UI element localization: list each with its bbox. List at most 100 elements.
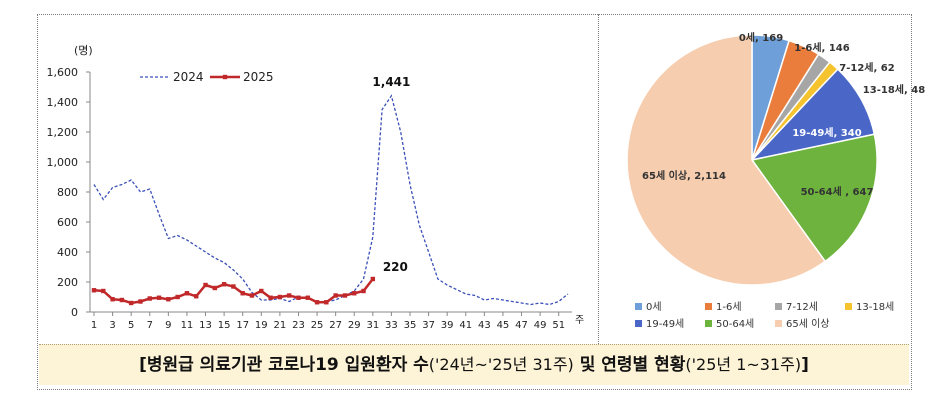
data-point-2025 [147, 296, 152, 301]
data-point-2025 [361, 288, 366, 294]
pie-slice [626, 34, 827, 286]
x-tick-label: 29 [348, 320, 361, 331]
legend-swatch [845, 303, 852, 310]
x-tick-label: 9 [165, 320, 171, 331]
caption-period-a: ('24년~'25년 31주) [428, 355, 574, 374]
legend-label: 1-6세 [716, 301, 742, 313]
x-tick-label: 39 [441, 320, 454, 331]
y-tick-label: 600 [57, 216, 78, 229]
legend-swatch [775, 320, 782, 327]
x-tick-label: 35 [404, 320, 417, 331]
legend-label: 7-12세 [786, 301, 818, 313]
legend-label-2024: 2024 [173, 70, 204, 84]
y-tick-label: 0 [71, 306, 78, 319]
data-point-2025 [240, 291, 245, 296]
x-tick-label: 25 [311, 320, 324, 331]
x-tick-label: 51 [552, 320, 565, 331]
data-point-2025 [91, 288, 97, 293]
x-tick-label: 41 [459, 320, 472, 331]
data-point-2025 [268, 295, 273, 300]
pie-data-label: 65세 이상, 2,114 [642, 169, 726, 182]
x-tick-label: 31 [366, 320, 379, 331]
pie-chart: 0세, 169 1-6세, 146 7-12세, 62 13-18세, 48 19-49… [626, 31, 925, 330]
pie-data-label: 7-12세, 62 [839, 61, 894, 74]
data-point-2025 [342, 293, 348, 298]
data-point-2025 [324, 300, 329, 305]
data-point-2025 [138, 299, 143, 304]
x-tick-label: 27 [329, 320, 342, 331]
x-tick-label: 7 [147, 320, 153, 331]
y-axis-label: (명) [74, 44, 93, 57]
x-tick-label: 5 [128, 320, 134, 331]
x-tick-label: 33 [385, 320, 398, 331]
caption-close: ] [801, 355, 809, 375]
y-tick-label: 200 [57, 276, 78, 289]
data-point-2025 [259, 288, 264, 294]
data-point-2025 [277, 294, 283, 300]
legend-marker-2025 [222, 74, 228, 80]
data-point-2025 [296, 295, 301, 300]
data-point-2025 [128, 300, 134, 306]
data-point-2025 [231, 284, 236, 289]
legend-swatch [635, 320, 642, 327]
legend-label: 50-64세 [716, 318, 754, 330]
y-tick-label: 1,400 [47, 96, 79, 109]
legend-swatch [705, 320, 712, 327]
data-point-2025 [333, 293, 338, 298]
data-point-2025 [166, 297, 171, 302]
y-tick-label: 800 [57, 186, 78, 199]
data-point-2025 [305, 295, 310, 300]
x-tick-label: 23 [292, 320, 305, 331]
x-axis-label: 주 [575, 315, 584, 326]
figure-caption: [병원급 의료기관 코로나19 입원환자 수('24년~'25년 31주) 및 … [39, 344, 909, 385]
legend-swatch [635, 303, 642, 310]
figure-frame [37, 14, 912, 390]
pie-data-label: 19-49세, 340 [792, 126, 861, 139]
data-point-2025 [119, 297, 125, 303]
y-tick-label: 1,000 [47, 156, 79, 169]
pie-data-label: 50-64세 , 647 [801, 185, 874, 198]
data-label: 220 [383, 260, 408, 274]
data-point-2025 [175, 294, 180, 300]
line-chart: (명) 주 02004006008001,0001,2001,4001,600 … [47, 44, 585, 331]
legend-label: 19-49세 [646, 318, 684, 330]
y-tick-label: 1,200 [47, 126, 79, 139]
data-point-2025 [352, 291, 357, 296]
y-tick-label: 400 [57, 246, 78, 259]
x-tick-label: 37 [422, 320, 435, 331]
x-tick-label: 21 [274, 320, 287, 331]
legend-swatch [705, 303, 712, 310]
x-tick-label: 15 [218, 320, 231, 331]
data-point-2025 [249, 293, 255, 298]
pie-data-label: 1-6세, 146 [794, 41, 849, 54]
data-label: 1,441 [372, 75, 410, 89]
legend-label: 65세 이상 [786, 318, 830, 330]
x-tick-label: 47 [515, 320, 528, 331]
data-point-2025 [156, 295, 162, 300]
data-point-2025 [101, 288, 106, 294]
legend-label: 13-18세 [856, 301, 894, 313]
y-tick-label: 1,600 [47, 66, 79, 79]
data-point-2025 [221, 282, 227, 287]
panel-divider [598, 14, 599, 344]
data-point-2025 [203, 282, 208, 288]
x-tick-label: 11 [181, 320, 194, 331]
x-tick-label: 49 [534, 320, 547, 331]
data-point-2025 [110, 297, 115, 302]
x-tick-label: 13 [199, 320, 212, 331]
pie-slice [750, 133, 878, 263]
caption-period-b: ('25년 1~31주) [685, 355, 802, 374]
data-point-2025 [194, 294, 199, 299]
pie-data-label: 0세, 169 [739, 31, 783, 44]
x-tick-label: 19 [255, 320, 268, 331]
x-tick-label: 17 [236, 320, 249, 331]
x-tick-label: 1 [91, 320, 97, 331]
data-point-2025 [286, 293, 292, 298]
series-line-2024 [93, 94, 569, 306]
legend-label: 0세 [646, 301, 662, 313]
x-tick-label: 43 [478, 320, 491, 331]
data-point-2025 [212, 285, 218, 291]
data-point-2025 [184, 291, 190, 296]
caption-part-a: [병원급 의료기관 코로나19 입원환자 수 [139, 355, 429, 375]
pie-data-label: 13-18세, 48 [863, 83, 925, 96]
